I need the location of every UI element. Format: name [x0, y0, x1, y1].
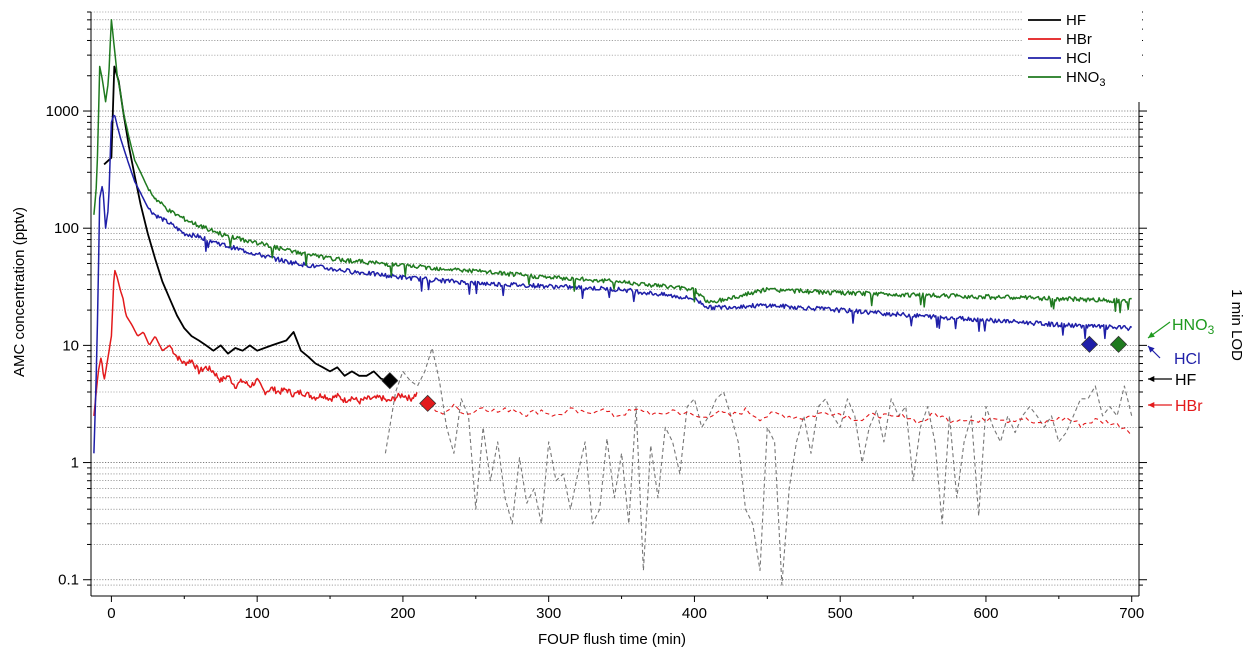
grid-lines — [91, 11, 1139, 586]
lod-axis-label: 1 min LOD — [1228, 289, 1245, 361]
legend-label: HF — [1066, 12, 1086, 29]
lod-marker-hcl — [1080, 335, 1099, 353]
series-hno3 — [93, 19, 1132, 314]
legend: HF HBr HCl HNO3 — [1022, 10, 1142, 102]
legend-label: HNO3 — [1066, 69, 1105, 89]
x-tick-label: 200 — [390, 605, 415, 622]
data-series — [93, 19, 1133, 586]
series-hbr-below-lod- — [424, 400, 1133, 437]
lod-arrowhead — [1148, 346, 1155, 353]
y-tick-label: 10 — [62, 337, 79, 354]
x-tick-label: 400 — [682, 605, 707, 622]
lod-arrowhead — [1148, 375, 1155, 383]
lod-markers — [381, 335, 1128, 412]
x-tick-label: 700 — [1119, 605, 1144, 622]
series-hcl — [93, 114, 1133, 454]
legend-box — [1022, 10, 1142, 102]
legend-label: HBr — [1066, 31, 1092, 48]
lod-marker-hf — [381, 372, 399, 390]
lod-arrowhead — [1148, 331, 1155, 338]
series-hf-below-lod- — [384, 347, 1133, 586]
y-tick-label: 1 — [71, 455, 79, 472]
lod-arrowhead — [1148, 401, 1155, 409]
axes — [90, 12, 1140, 597]
y-tick-label: 1000 — [46, 103, 79, 120]
x-tick-label: 300 — [536, 605, 561, 622]
lod-label: HF — [1175, 372, 1197, 389]
lod-label: HBr — [1175, 398, 1203, 415]
x-tick-label: 0 — [107, 605, 115, 622]
x-tick-label: 600 — [973, 605, 998, 622]
lod-marker-hno3 — [1110, 335, 1128, 353]
lod-label: HCl — [1174, 351, 1201, 368]
y-tick-label: 0.1 — [58, 572, 79, 589]
lod-annotations: HNO3 HCl HF HBr — [1147, 317, 1215, 415]
series-hbr — [93, 269, 418, 416]
lod-marker-hbr — [419, 394, 437, 412]
ticks: 0 100 200 300 400 500 600 700 0.1 1 10 100 1000 — [46, 11, 1147, 622]
lod-label: HNO3 — [1172, 317, 1215, 337]
x-tick-label: 500 — [828, 605, 853, 622]
legend-label: HCl — [1066, 50, 1091, 67]
y-tick-label: 100 — [54, 220, 79, 237]
x-axis-label: FOUP flush time (min) — [538, 631, 686, 648]
x-tick-label: 100 — [245, 605, 270, 622]
y-axis-label: AMC concentration (pptv) — [11, 207, 28, 377]
series-hf — [103, 65, 389, 382]
